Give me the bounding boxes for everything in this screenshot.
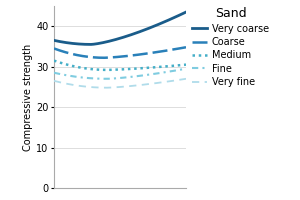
Y-axis label: Compressive strength: Compressive strength [23, 43, 33, 151]
Legend: Very coarse, Coarse, Medium, Fine, Very fine: Very coarse, Coarse, Medium, Fine, Very … [192, 7, 269, 87]
